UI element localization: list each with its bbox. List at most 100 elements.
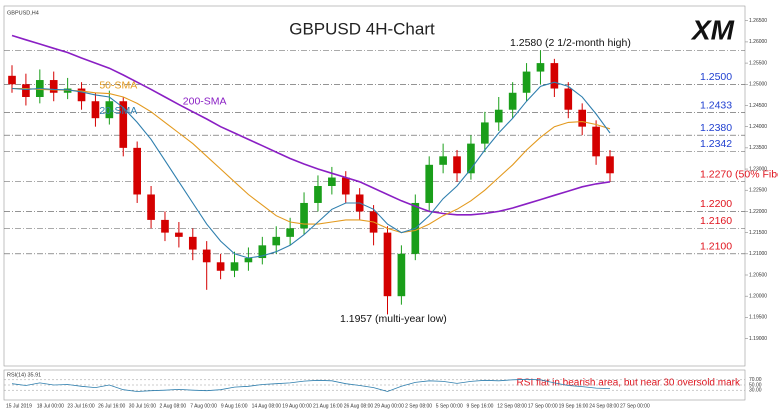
candle-body [230, 262, 239, 271]
rsi-line [11, 378, 611, 392]
y-tick-label: 1.22500 [749, 188, 767, 194]
chart-title: GBPUSD 4H-Chart [289, 19, 435, 38]
candle-body [105, 101, 114, 119]
ma-line [11, 34, 611, 216]
candle-body [147, 194, 155, 220]
x-tick-label: 2 Sep 08:00 [405, 403, 432, 409]
y-tick-label: 1.25500 [749, 60, 767, 66]
rsi-tick-label: 30.00 [749, 388, 762, 394]
logo: XM [690, 14, 735, 45]
candle-body [216, 262, 225, 271]
candle-body [91, 101, 100, 119]
x-tick-label: 21 Aug 16:00 [313, 403, 343, 409]
level-label: 1.2500 [700, 71, 732, 83]
candle-body [328, 177, 336, 186]
candle-body [202, 249, 211, 263]
candle-body [49, 80, 58, 93]
x-tick-label: 24 Sep 08:00 [589, 403, 619, 409]
y-tick-label: 1.20500 [749, 272, 767, 278]
candle-body [453, 156, 461, 174]
y-tick-label: 1.21000 [749, 251, 767, 257]
level-label: 1.2160 [700, 215, 732, 227]
y-tick-label: 1.21500 [749, 230, 767, 236]
x-tick-label: 7 Aug 00:00 [190, 403, 217, 409]
price-pane [3, 5, 746, 367]
rsi-label: RSI(14) 35.91 [7, 372, 41, 378]
y-tick-label: 1.20000 [749, 294, 767, 300]
candle-body [397, 253, 406, 297]
level-label: 1.2380 [700, 122, 732, 134]
candle-body [606, 156, 614, 174]
x-tick-label: 27 Sep 00:00 [620, 403, 650, 409]
candle-body [439, 156, 447, 165]
x-tick-label: 19 Sep 16:00 [559, 403, 589, 409]
candle-body [550, 63, 559, 89]
candle-body [119, 101, 128, 148]
ma-line [11, 81, 611, 259]
y-tick-label: 1.24500 [749, 103, 767, 109]
rsi-tick-label: 70.00 [749, 377, 762, 383]
candle-body [314, 186, 322, 203]
x-tick-label: 23 Jul 16:00 [67, 403, 94, 409]
y-tick-label: 1.25000 [749, 82, 767, 88]
candle-body [592, 126, 600, 157]
candle-body [22, 84, 30, 97]
candle-body [133, 147, 141, 195]
candle-body [161, 219, 169, 233]
candle-body [425, 164, 434, 203]
candle-body [286, 228, 294, 237]
candle-body [341, 177, 350, 195]
candle-body [522, 71, 531, 93]
level-label: 1.2100 [700, 241, 732, 253]
candle-body [8, 75, 16, 85]
x-tick-label: 26 Jul 16:00 [98, 403, 125, 409]
candle-body [481, 122, 489, 144]
x-tick-label: 9 Aug 16:00 [221, 403, 248, 409]
y-tick-label: 1.23500 [749, 145, 767, 151]
symbol-label: GBPUSD,H4 [7, 10, 39, 16]
x-tick-label: 30 Jul 16:00 [129, 403, 156, 409]
x-tick-label: 15 Jul 2019 [6, 403, 32, 409]
x-tick-label: 9 Sep 16:00 [467, 403, 494, 409]
y-tick-label: 1.19500 [749, 315, 767, 321]
candle-body [564, 88, 573, 110]
x-tick-label: 12 Sep 08:00 [497, 403, 527, 409]
x-tick-label: 19 Aug 00:00 [282, 403, 312, 409]
y-tick-label: 1.19000 [749, 336, 767, 342]
x-tick-label: 5 Sep 00:00 [436, 403, 463, 409]
ma-line [12, 87, 611, 234]
candle-body [467, 143, 475, 174]
annotation: 1.1957 (multi-year low) [340, 313, 447, 325]
candle-body [383, 232, 392, 297]
level-label: 1.2270 (50% Fibonacci) [700, 169, 778, 181]
y-tick-label: 1.26500 [749, 18, 767, 24]
y-tick-label: 1.24000 [749, 124, 767, 130]
candle-body [175, 232, 183, 237]
ma-label: 20-SMA [99, 105, 137, 117]
level-label: 1.2200 [700, 198, 732, 210]
candle-body [77, 88, 86, 102]
x-tick-label: 18 Jul 00:00 [37, 403, 64, 409]
x-tick-label: 17 Sep 00:00 [528, 403, 558, 409]
candle-body [578, 109, 587, 127]
candle-body [244, 258, 253, 263]
y-tick-label: 1.26000 [749, 39, 767, 45]
ma-label: 200-SMA [183, 96, 227, 108]
candle-body [272, 236, 281, 246]
rsi-tick-label: 50.00 [749, 382, 762, 388]
candle-body [188, 236, 197, 250]
x-tick-label: 29 Aug 00:00 [374, 403, 404, 409]
x-tick-label: 2 Aug 08:00 [160, 403, 187, 409]
ma-label: 50-SMA [99, 79, 137, 91]
candle-body [494, 109, 503, 123]
level-label: 1.2580 (2 1/2-month high) [510, 37, 631, 49]
x-tick-label: 26 Aug 08:00 [344, 403, 374, 409]
candle-body [536, 63, 545, 72]
candle-body [508, 92, 517, 110]
level-label: 1.2433 [700, 99, 732, 111]
candle-body [300, 202, 308, 229]
level-label: 1.2342 [700, 138, 732, 150]
y-tick-label: 1.23000 [749, 166, 767, 172]
x-tick-label: 14 Aug 08:00 [252, 403, 282, 409]
